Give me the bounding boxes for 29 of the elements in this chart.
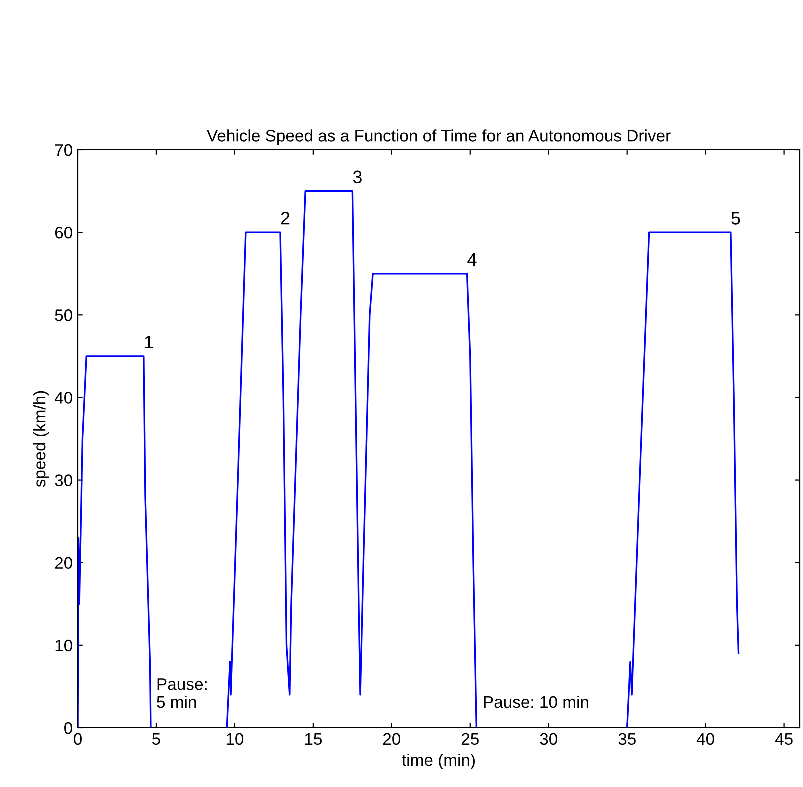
annotation: Pause: 5 min: [157, 678, 207, 708]
y-tick-label: 10: [56, 640, 72, 652]
y-tick-label: 50: [55, 310, 72, 322]
y-tick-label: 40: [54, 392, 72, 404]
x-tick-label: 30: [540, 733, 558, 746]
chart-title: Vehicle Speed as a Function of Time for an Autonomous Driver: [207, 130, 671, 146]
x-tick-label: 5: [152, 733, 160, 746]
annotation: 2: [281, 212, 290, 225]
x-tick-label: 45: [775, 733, 793, 746]
y-axis-title: speed (km/h): [34, 391, 50, 488]
x-tick-label: 25: [462, 733, 479, 746]
y-tick-label: 30: [55, 474, 72, 486]
x-tick-label: 15: [305, 733, 322, 746]
y-tick-label: 0: [64, 722, 72, 734]
x-tick-label: 35: [618, 733, 636, 746]
x-tick-label: 20: [383, 733, 401, 746]
x-tick-label: 0: [74, 733, 82, 746]
x-tick-label: 10: [226, 733, 244, 746]
x-axis-title: time (min): [402, 754, 476, 770]
annotation: 3: [353, 170, 362, 184]
x-tick-label: 40: [696, 733, 714, 746]
annotation: 5: [732, 212, 740, 225]
y-tick-label: 70: [55, 144, 72, 156]
annotation: 1: [145, 336, 154, 349]
y-tick-label: 20: [55, 557, 72, 570]
annotation: 4: [468, 254, 477, 266]
y-tick-label: 60: [55, 226, 72, 239]
line-series: [78, 190, 740, 728]
annotation: Pause: 10 min: [484, 696, 588, 708]
